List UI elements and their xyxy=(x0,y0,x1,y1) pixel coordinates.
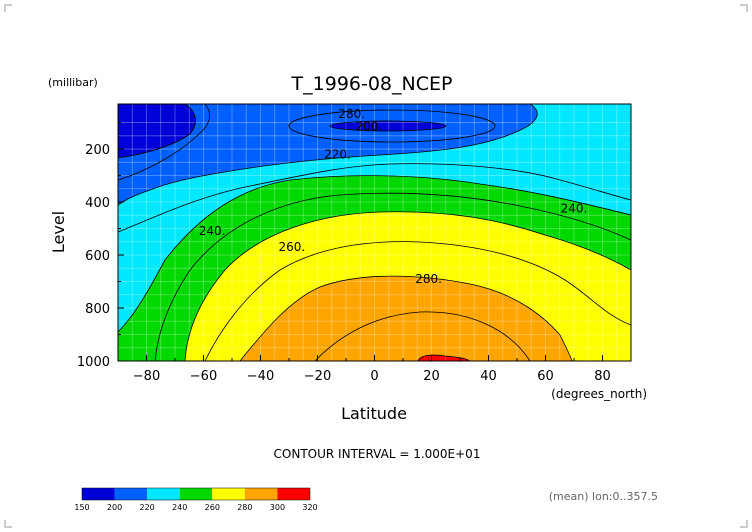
y-axis-label: Level xyxy=(49,211,68,253)
contour-230 xyxy=(118,163,631,233)
x-units-label: (degrees_north) xyxy=(551,387,647,401)
x-tick-label: 80 xyxy=(594,369,611,384)
colorbar-swatch xyxy=(82,488,115,500)
grid-lines xyxy=(118,104,631,361)
contour-200-center xyxy=(329,120,447,132)
x-axis: −80 −60 −40 −20 0 20 40 60 80 xyxy=(117,355,632,384)
colorbar: 150 200 220 240 260 280 300 320 xyxy=(74,487,318,512)
colorbar-swatch xyxy=(179,488,213,500)
contour-240 xyxy=(118,175,631,333)
colorbar-tick-label: 260 xyxy=(205,503,220,512)
y-tick-label: 600 xyxy=(85,249,110,264)
y-tick-label: 200 xyxy=(85,143,110,158)
contour-value-label: 280. xyxy=(415,272,442,286)
band-150-200-center xyxy=(330,121,446,131)
x-tick-label: −40 xyxy=(247,369,274,384)
contour-270 xyxy=(204,241,631,361)
y-tick-label: 800 xyxy=(85,302,110,317)
contour-labels: 280.200.220.240.240.260.280. xyxy=(199,107,588,286)
contour-value-label: 260. xyxy=(278,240,305,254)
y-axis: 200 400 600 800 1000 xyxy=(77,122,124,370)
contour-value-label: 200. xyxy=(355,120,382,134)
contour-250 xyxy=(154,192,631,361)
colorbar-tick-label: 320 xyxy=(302,503,317,512)
colorbar-swatch xyxy=(212,488,245,500)
x-tick-label: −60 xyxy=(190,369,217,384)
colorbar-frame xyxy=(81,487,311,501)
contour-300 xyxy=(417,354,471,361)
contour-interval-label: CONTOUR INTERVAL = 1.000E+01 xyxy=(274,447,481,461)
band-280-300 xyxy=(240,276,572,361)
colorbar-tick-label: 280 xyxy=(237,503,252,512)
contour-210-center xyxy=(288,109,496,143)
contour-290 xyxy=(314,311,531,361)
plot-area xyxy=(118,104,631,361)
x-tick-label: 60 xyxy=(537,369,554,384)
corner-marks xyxy=(4,4,748,528)
colorbar-tick-label: 220 xyxy=(140,503,155,512)
contour-lines xyxy=(118,104,631,361)
contour-value-label: 280. xyxy=(338,107,365,121)
colorbar-swatch xyxy=(277,488,310,500)
contour-220 xyxy=(118,104,538,206)
y-units-label: (millibar) xyxy=(48,76,98,89)
x-tick-label: 0 xyxy=(370,369,378,384)
colorbar-swatch xyxy=(147,488,180,500)
x-tick-label: 20 xyxy=(423,369,440,384)
contour-value-label: 240. xyxy=(561,202,588,216)
x-tick-label: 40 xyxy=(480,369,497,384)
colorbar-tick-label: 300 xyxy=(270,503,285,512)
contour-260 xyxy=(184,211,631,361)
colorbar-tick-label: 240 xyxy=(172,503,187,512)
contour-200 xyxy=(118,104,196,159)
contour-210 xyxy=(118,104,210,181)
x-tick-label: −80 xyxy=(133,369,160,384)
y-tick-label: 400 xyxy=(85,196,110,211)
colorbar-tick-label: 200 xyxy=(107,503,122,512)
colorbar-swatch xyxy=(114,488,148,500)
x-tick-label: −20 xyxy=(304,369,331,384)
colorbar-swatch xyxy=(244,488,278,500)
chart-title: T_1996-08_NCEP xyxy=(291,73,453,95)
colorbar-tick-label: 150 xyxy=(74,503,89,512)
contour-value-label: 220. xyxy=(324,147,351,161)
subtitle-mean-lon: (mean) lon:0..357.5 xyxy=(549,490,658,503)
band-150-200-left xyxy=(118,104,196,158)
x-axis-label: Latitude xyxy=(341,404,407,423)
contour-280 xyxy=(239,275,573,361)
y-tick-label: 1000 xyxy=(77,355,110,370)
contour-value-label: 240. xyxy=(199,224,226,238)
